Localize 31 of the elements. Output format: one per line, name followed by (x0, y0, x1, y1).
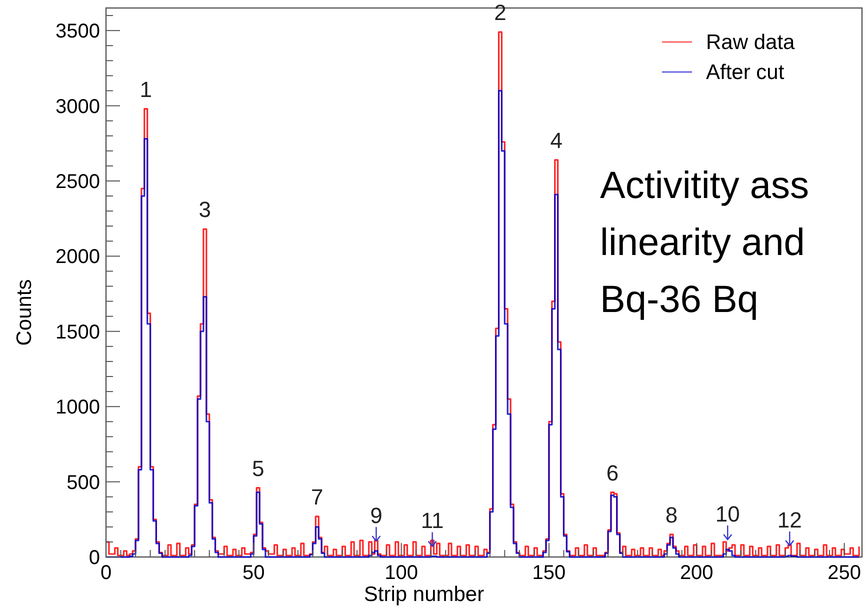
annotation: 12 (777, 507, 802, 532)
annotation: 9 (370, 502, 382, 528)
y-tick-label: 1500 (56, 321, 100, 344)
annotation: 8 (665, 502, 678, 528)
y-tick-label: 3500 (56, 20, 100, 43)
x-tick-label: 200 (680, 562, 714, 584)
y-axis-title: Counts (13, 279, 36, 346)
x-tick-label: 250 (828, 562, 861, 584)
x-axis-title: Strip number (364, 583, 484, 606)
annotation: 7 (311, 484, 324, 510)
y-tick-label: 2500 (56, 170, 100, 193)
y-tick-label: 500 (66, 472, 100, 494)
annotation: Activitity ass (600, 165, 810, 207)
annotation: 10 (715, 501, 740, 526)
annotation: linearity and (600, 222, 805, 264)
legend-label: After cut (706, 61, 784, 84)
annotation: 11 (420, 508, 444, 534)
y-tick-label: 2000 (56, 246, 100, 268)
annotation: 4 (550, 128, 562, 153)
annotation: 1 (140, 76, 152, 102)
y-tick-label: 3000 (56, 96, 100, 118)
y-tick-label: 1000 (56, 396, 100, 419)
x-tick-label: 150 (532, 562, 566, 584)
annotation: 5 (252, 456, 264, 481)
y-tick-label: 0 (88, 547, 100, 569)
annotation: 3 (198, 197, 212, 222)
legend-label: Raw data (706, 31, 796, 54)
annotation: 6 (606, 460, 619, 486)
x-tick-label: 100 (384, 562, 418, 584)
x-tick-label: 50 (242, 562, 265, 584)
annotation: Bq-36 Bq (600, 279, 758, 321)
